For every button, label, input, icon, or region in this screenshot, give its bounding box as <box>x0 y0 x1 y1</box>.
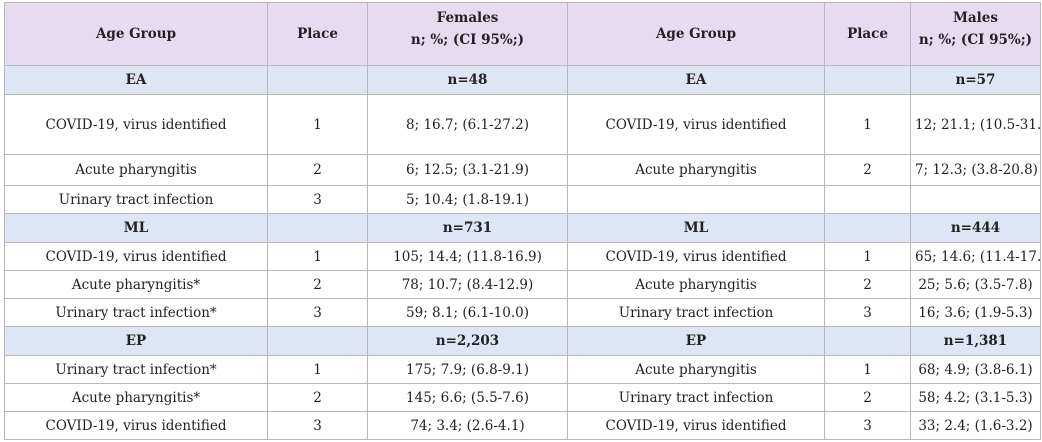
female-place: 2 <box>267 154 368 186</box>
female-place: 1 <box>267 355 368 384</box>
female-value: 5; 10.4; (1.8-19.1) <box>367 185 568 214</box>
male-value: 25; 5.6; (3.5-7.8) <box>910 270 1041 299</box>
male-place: 1 <box>824 355 911 384</box>
female-diagnosis: Urinary tract infection* <box>4 355 268 384</box>
male-place: 2 <box>824 383 911 412</box>
header-males: Males n; %; (CI 95%;) <box>910 2 1041 66</box>
group-count-females: n=2,203 <box>367 326 568 356</box>
male-place: 2 <box>824 270 911 299</box>
group-label-males: EA <box>567 65 825 95</box>
male-diagnosis: COVID-19, virus identified <box>567 411 825 440</box>
female-diagnosis: COVID-19, virus identified <box>4 94 268 155</box>
male-value: 12; 21.1; (10.5-31.6) <box>910 94 1041 155</box>
table-row: COVID-19, virus identified 1 8; 16.7; (6… <box>4 94 1041 155</box>
group-count-males: n=57 <box>910 65 1041 95</box>
header-age-group-females: Age Group <box>4 2 268 66</box>
group-empty-cell <box>267 326 368 356</box>
female-diagnosis: Urinary tract infection* <box>4 298 268 327</box>
male-place: 3 <box>824 298 911 327</box>
header-females-subtitle: n; %; (CI 95%;) <box>410 32 525 48</box>
female-place: 2 <box>267 383 368 412</box>
male-place: 2 <box>824 154 911 186</box>
table-row: Acute pharyngitis 2 6; 12.5; (3.1-21.9) … <box>4 154 1041 186</box>
female-diagnosis: Acute pharyngitis* <box>4 270 268 299</box>
female-place: 1 <box>267 94 368 155</box>
header-males-title: Males <box>952 10 998 26</box>
table-row: Urinary tract infection* 1 175; 7.9; (6.… <box>4 355 1041 384</box>
header-females-title: Females <box>436 10 499 26</box>
female-value: 105; 14.4; (11.8-16.9) <box>367 242 568 271</box>
table-row: Urinary tract infection* 3 59; 8.1; (6.1… <box>4 298 1041 327</box>
group-row-ea: EA n=48 EA n=57 <box>4 65 1041 95</box>
male-diagnosis: COVID-19, virus identified <box>567 242 825 271</box>
female-value: 78; 10.7; (8.4-12.9) <box>367 270 568 299</box>
female-value: 74; 3.4; (2.6-4.1) <box>367 411 568 440</box>
male-place <box>824 185 911 214</box>
group-empty-cell <box>824 326 911 356</box>
male-value: 68; 4.9; (3.8-6.1) <box>910 355 1041 384</box>
male-value <box>910 185 1041 214</box>
female-diagnosis: Acute pharyngitis <box>4 154 268 186</box>
group-empty-cell <box>267 213 368 243</box>
male-place: 1 <box>824 242 911 271</box>
header-males-subtitle: n; %; (CI 95%;) <box>918 32 1033 48</box>
header-row: Age Group Place Females n; %; (CI 95%;) … <box>4 2 1041 66</box>
male-value: 65; 14.6; (11.4-17.9) <box>910 242 1041 271</box>
table-row: Acute pharyngitis* 2 145; 6.6; (5.5-7.6)… <box>4 383 1041 412</box>
group-count-females: n=731 <box>367 213 568 243</box>
group-count-males: n=1,381 <box>910 326 1041 356</box>
table-row: Acute pharyngitis* 2 78; 10.7; (8.4-12.9… <box>4 270 1041 299</box>
female-diagnosis: COVID-19, virus identified <box>4 411 268 440</box>
group-count-females: n=48 <box>367 65 568 95</box>
group-row-ml: ML n=731 ML n=444 <box>4 213 1041 243</box>
table-row: COVID-19, virus identified 1 105; 14.4; … <box>4 242 1041 271</box>
group-empty-cell <box>824 213 911 243</box>
header-age-group-males: Age Group <box>567 2 825 66</box>
female-diagnosis: COVID-19, virus identified <box>4 242 268 271</box>
group-label-males: EP <box>567 326 825 356</box>
female-value: 145; 6.6; (5.5-7.6) <box>367 383 568 412</box>
male-diagnosis <box>567 185 825 214</box>
male-diagnosis: Urinary tract infection <box>567 298 825 327</box>
female-value: 59; 8.1; (6.1-10.0) <box>367 298 568 327</box>
group-empty-cell <box>824 65 911 95</box>
female-value: 8; 16.7; (6.1-27.2) <box>367 94 568 155</box>
header-place-females: Place <box>267 2 368 66</box>
group-empty-cell <box>267 65 368 95</box>
group-count-males: n=444 <box>910 213 1041 243</box>
female-diagnosis: Acute pharyngitis* <box>4 383 268 412</box>
female-place: 3 <box>267 185 368 214</box>
group-label-females: EA <box>4 65 268 95</box>
male-place: 3 <box>824 411 911 440</box>
male-place: 1 <box>824 94 911 155</box>
male-diagnosis: Urinary tract infection <box>567 383 825 412</box>
female-value: 6; 12.5; (3.1-21.9) <box>367 154 568 186</box>
male-diagnosis: COVID-19, virus identified <box>567 94 825 155</box>
header-females: Females n; %; (CI 95%;) <box>367 2 568 66</box>
female-diagnosis: Urinary tract infection <box>4 185 268 214</box>
table-row: Urinary tract infection 3 5; 10.4; (1.8-… <box>4 185 1041 214</box>
male-value: 7; 12.3; (3.8-20.8) <box>910 154 1041 186</box>
group-label-females: ML <box>4 213 268 243</box>
group-label-females: EP <box>4 326 268 356</box>
male-value: 58; 4.2; (3.1-5.3) <box>910 383 1041 412</box>
header-place-males: Place <box>824 2 911 66</box>
female-place: 3 <box>267 298 368 327</box>
male-diagnosis: Acute pharyngitis <box>567 270 825 299</box>
male-value: 16; 3.6; (1.9-5.3) <box>910 298 1041 327</box>
female-place: 3 <box>267 411 368 440</box>
group-row-ep: EP n=2,203 EP n=1,381 <box>4 326 1041 356</box>
male-value: 33; 2.4; (1.6-3.2) <box>910 411 1041 440</box>
table-row: COVID-19, virus identified 3 74; 3.4; (2… <box>4 411 1041 440</box>
female-value: 175; 7.9; (6.8-9.1) <box>367 355 568 384</box>
male-diagnosis: Acute pharyngitis <box>567 154 825 186</box>
group-label-males: ML <box>567 213 825 243</box>
statistics-table: Age Group Place Females n; %; (CI 95%;) … <box>4 2 1041 440</box>
female-place: 1 <box>267 242 368 271</box>
male-diagnosis: Acute pharyngitis <box>567 355 825 384</box>
female-place: 2 <box>267 270 368 299</box>
